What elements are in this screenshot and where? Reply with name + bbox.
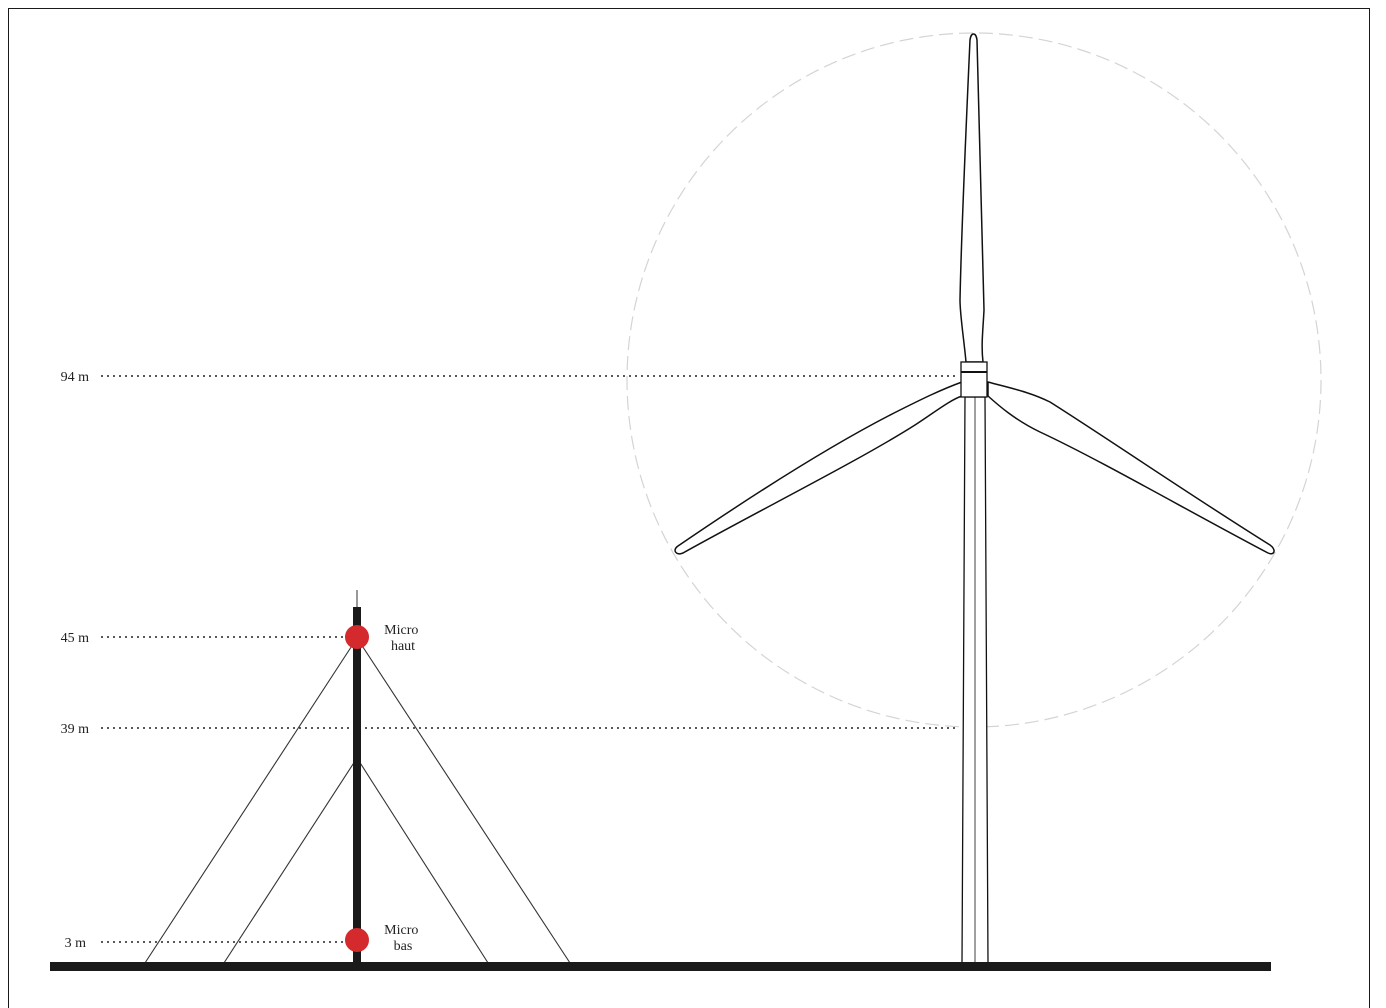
turbine-nacelle (960, 361, 988, 398)
microphone-low (345, 928, 369, 952)
mic-high-height-label: 45 m (61, 631, 90, 646)
blade-left (674, 381, 963, 555)
mic-high-label-line2: haut (391, 639, 415, 654)
blade-right (987, 381, 1275, 555)
mic-low-label-line2: bas (394, 939, 413, 954)
blade-bottom-height-label: 39 m (61, 722, 90, 737)
hub-height-label: 94 m (61, 370, 90, 385)
turbine-blades (674, 33, 1275, 555)
measurement-mast (353, 607, 361, 966)
diagram-frame (8, 8, 1370, 1008)
mic-low-label-line1: Micro (384, 923, 418, 938)
ground-line (50, 962, 1271, 971)
mic-low-height-label: 3 m (65, 936, 87, 951)
microphone-high (345, 625, 369, 649)
mic-high-label: Micro haut (384, 623, 422, 654)
mic-low-label: Micro bas (384, 923, 422, 954)
mic-high-label-line1: Micro (384, 623, 418, 638)
guy-wires (142, 637, 573, 967)
blade-top (959, 33, 985, 363)
